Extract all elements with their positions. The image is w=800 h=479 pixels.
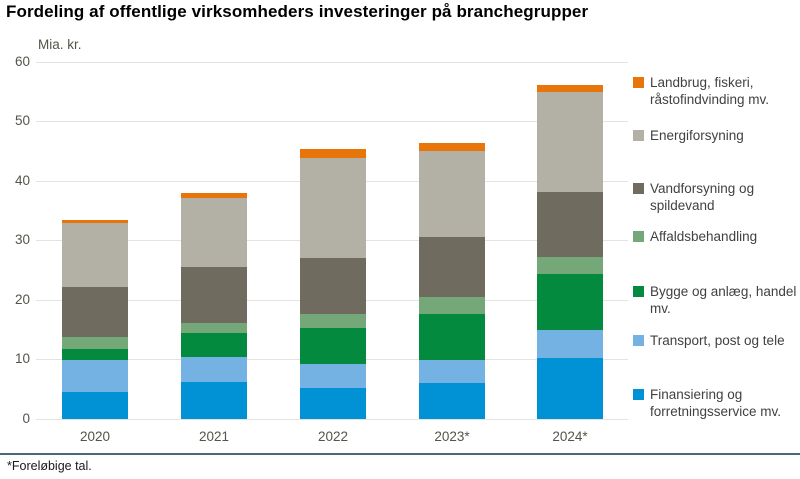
legend-label: Transport, post og tele [650, 333, 785, 348]
y-axis-tick-label: 40 [14, 172, 30, 188]
legend-label: Finansiering og forretningsservice mv. [650, 387, 782, 419]
bar-segment [62, 220, 128, 224]
bar-segment [181, 323, 247, 334]
y-gridline [36, 418, 628, 420]
stacked-bar-2024* [537, 84, 603, 419]
y-axis-tick-label: 0 [22, 410, 30, 426]
legend-label: Energiforsyning [650, 128, 744, 143]
y-axis-tick-label: 60 [14, 53, 30, 69]
bar-segment [181, 197, 247, 267]
chart-plot-area [36, 61, 628, 420]
stacked-bar-2022 [300, 149, 366, 419]
bar-segment [537, 84, 603, 92]
legend-item-transport: Transport, post og tele [633, 332, 799, 349]
stacked-bar-2021 [181, 192, 247, 419]
bar-segment [419, 150, 485, 237]
legend-label: Landbrug, fiskeri, råstofindvinding mv. [650, 75, 770, 107]
bar-segment [62, 391, 128, 419]
x-axis-tick-label: 2023* [434, 429, 470, 444]
legend-item-bygge-anlaeg: Bygge og anlæg, handel mv. [633, 283, 799, 317]
footnote: *Foreløbige tal. [7, 459, 92, 473]
bar-segment [537, 256, 603, 275]
bar-segment [419, 383, 485, 419]
bar-segment [181, 192, 247, 198]
stacked-bar-2023* [419, 142, 485, 419]
bar-segment [181, 357, 247, 383]
y-axis-tick-label: 50 [14, 113, 30, 128]
bar-segment [62, 360, 128, 392]
bar-segment [181, 382, 247, 419]
footer-divider-line [0, 453, 800, 455]
bar-segment [419, 313, 485, 361]
bar-segment [181, 333, 247, 358]
x-axis-tick-label: 2021 [198, 429, 230, 444]
bar-segment [419, 360, 485, 384]
bar-segment [300, 327, 366, 365]
y-gridline [36, 61, 628, 63]
bar-segment [300, 314, 366, 328]
x-axis-tick-label: 2022 [317, 429, 349, 444]
bar-segment [300, 149, 366, 158]
chart-legend: Landbrug, fiskeri, råstofindvinding mv. … [633, 0, 799, 450]
bar-segment [419, 142, 485, 151]
legend-item-finansiering: Finansiering og forretningsservice mv. [633, 386, 799, 420]
y-gridline [36, 121, 628, 122]
legend-item-vandforsyning: Vandforsyning og spildevand [633, 180, 799, 214]
bar-segment [300, 388, 366, 419]
legend-swatch-affaldsbehandling [633, 231, 644, 242]
legend-swatch-bygge-anlaeg [633, 286, 644, 297]
legend-swatch-transport [633, 335, 644, 346]
legend-item-affaldsbehandling: Affaldsbehandling [633, 228, 799, 245]
bar-segment [62, 336, 128, 350]
legend-label: Affaldsbehandling [650, 229, 758, 244]
bar-segment [300, 157, 366, 258]
bar-segment [537, 330, 603, 358]
bar-segment [62, 223, 128, 287]
bar-segment [419, 297, 485, 314]
legend-item-energiforsyning: Energiforsyning [633, 127, 799, 144]
bar-segment [62, 286, 128, 337]
bar-segment [181, 266, 247, 324]
legend-label: Bygge og anlæg, handel mv. [650, 284, 797, 316]
bar-segment [537, 191, 603, 257]
legend-item-landbrug: Landbrug, fiskeri, råstofindvinding mv. [633, 74, 799, 108]
bar-segment [62, 349, 128, 361]
stacked-bar-2020 [62, 220, 128, 419]
y-axis-tick-label: 20 [14, 291, 30, 307]
bar-segment [537, 357, 603, 419]
y-axis-tick-label: 30 [14, 232, 30, 247]
x-axis-tick-label: 2024* [552, 429, 588, 444]
legend-swatch-finansiering [633, 389, 644, 400]
bar-segment [300, 257, 366, 315]
legend-swatch-energiforsyning [633, 130, 644, 141]
legend-swatch-landbrug [633, 77, 644, 88]
bar-segment [537, 274, 603, 331]
page-title: Fordeling af offentlige virksomheders in… [6, 2, 589, 21]
legend-label: Vandforsyning og spildevand [650, 181, 755, 213]
bar-segment [300, 364, 366, 389]
legend-swatch-vandforsyning [633, 183, 644, 194]
y-axis-tick-label: 10 [14, 351, 30, 366]
bar-segment [419, 236, 485, 298]
bar-segment [537, 91, 603, 192]
x-axis-tick-label: 2020 [79, 429, 111, 444]
y-axis-unit-label: Mia. kr. [38, 37, 82, 52]
